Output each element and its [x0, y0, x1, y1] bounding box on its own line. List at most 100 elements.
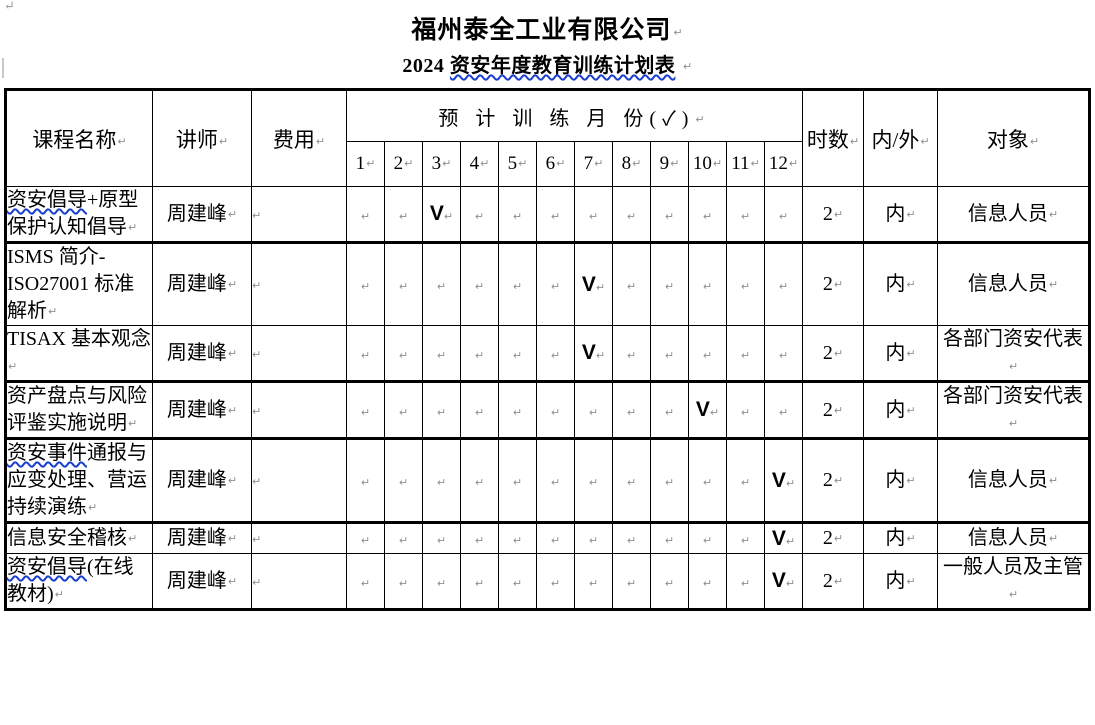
cell-month-8[interactable]: ↵: [612, 325, 651, 382]
cell-month-6[interactable]: ↵: [536, 380, 575, 439]
paragraph-mark-icon: ↵: [360, 576, 371, 590]
cell-month-10[interactable]: ↵: [688, 241, 727, 326]
paragraph-mark-icon: ↵: [474, 576, 485, 590]
cell-month-8[interactable]: ↵: [612, 186, 651, 243]
cell-month-10[interactable]: ↵: [688, 437, 727, 523]
cell-month-10[interactable]: ↵: [688, 521, 727, 554]
cell-month-7[interactable]: ↵: [574, 186, 613, 243]
cell-month-2[interactable]: ↵: [384, 325, 423, 382]
cell-month-9[interactable]: ↵: [650, 553, 689, 610]
cell-month-11[interactable]: ↵: [726, 186, 765, 243]
cell-month-9[interactable]: ↵: [650, 521, 689, 554]
cell-month-1[interactable]: ↵: [346, 521, 385, 554]
cell-month-9[interactable]: ↵: [650, 380, 689, 439]
cell-month-1[interactable]: ↵: [346, 241, 385, 326]
cell-month-10[interactable]: V↵: [688, 380, 727, 439]
cell-month-4[interactable]: ↵: [460, 186, 499, 243]
cell-month-6[interactable]: ↵: [536, 186, 575, 243]
cell-month-7[interactable]: V↵: [574, 325, 613, 382]
cell-month-10[interactable]: ↵: [688, 186, 727, 243]
cell-month-6[interactable]: ↵: [536, 241, 575, 326]
hours-value: 2: [822, 398, 833, 421]
cell-month-11[interactable]: ↵: [726, 325, 765, 382]
cell-month-5[interactable]: ↵: [498, 380, 537, 439]
cell-month-9[interactable]: ↵: [650, 241, 689, 326]
cell-month-6[interactable]: ↵: [536, 437, 575, 523]
cell-month-2[interactable]: ↵: [384, 521, 423, 554]
cell-month-4[interactable]: ↵: [460, 553, 499, 610]
paragraph-mark-icon: ↵: [227, 532, 238, 545]
paragraph-mark-icon: ↵: [474, 476, 485, 489]
cell-month-11[interactable]: ↵: [726, 241, 765, 326]
cell-month-12[interactable]: ↵: [763, 186, 804, 243]
cell-month-1[interactable]: ↵: [346, 437, 385, 523]
check-mark: V: [581, 272, 596, 296]
cell-month-8[interactable]: ↵: [612, 241, 651, 326]
cell-month-9[interactable]: ↵: [650, 437, 689, 523]
cell-month-12[interactable]: ↵: [763, 241, 804, 326]
cell-month-5[interactable]: ↵: [498, 186, 537, 243]
paragraph-mark-icon: ↵: [833, 532, 844, 545]
cell-month-6[interactable]: ↵: [536, 325, 575, 382]
cell-month-1[interactable]: ↵: [346, 553, 385, 610]
cell-month-3[interactable]: ↵: [422, 437, 461, 523]
paragraph-mark-icon: ↵: [1029, 134, 1040, 148]
cell-month-12[interactable]: ↵: [763, 380, 804, 439]
cell-month-3[interactable]: ↵: [422, 241, 461, 326]
cell-month-9[interactable]: ↵: [650, 325, 689, 382]
cell-inout: 内↵: [863, 241, 939, 326]
table-row: 资安倡导(在线教材)↵ 周建峰↵ ↵ ↵ ↵ ↵ ↵ ↵ ↵ ↵ ↵ ↵ ↵ ↵ V↵ 2↵ 内↵ 一般人员及主管…: [5, 553, 1091, 610]
cell-month-5[interactable]: ↵: [498, 241, 537, 326]
cell-hours: 2↵: [802, 437, 865, 523]
cell-month-3[interactable]: ↵: [422, 553, 461, 610]
cell-month-7[interactable]: ↵: [574, 380, 613, 439]
paragraph-mark-icon: ↵: [673, 26, 684, 39]
cell-month-7[interactable]: ↵: [574, 521, 613, 554]
cell-month-6[interactable]: ↵: [536, 553, 575, 610]
cell-month-10[interactable]: ↵: [688, 325, 727, 382]
cell-month-8[interactable]: ↵: [612, 521, 651, 554]
cell-month-11[interactable]: ↵: [726, 553, 765, 610]
paragraph-mark-icon: ↵: [833, 346, 844, 360]
cell-month-2[interactable]: ↵: [384, 241, 423, 326]
cell-month-7[interactable]: ↵: [574, 553, 613, 610]
cell-month-7[interactable]: ↵: [574, 437, 613, 523]
cell-month-10[interactable]: ↵: [688, 553, 727, 610]
cell-month-5[interactable]: ↵: [498, 325, 537, 382]
cell-month-3[interactable]: ↵: [422, 325, 461, 382]
cell-month-4[interactable]: ↵: [460, 521, 499, 554]
cell-month-12[interactable]: V↵: [763, 521, 804, 554]
cell-target: 一般人员及主管 ↵: [937, 553, 1091, 610]
cell-month-2[interactable]: ↵: [384, 553, 423, 610]
cell-month-3[interactable]: ↵: [422, 380, 461, 439]
cell-month-4[interactable]: ↵: [460, 437, 499, 523]
cell-month-7[interactable]: V↵: [574, 241, 613, 326]
cell-month-8[interactable]: ↵: [612, 553, 651, 610]
cell-month-2[interactable]: ↵: [384, 380, 423, 439]
cell-month-9[interactable]: ↵: [650, 186, 689, 243]
cell-month-5[interactable]: ↵: [498, 553, 537, 610]
cell-month-3[interactable]: V↵: [422, 186, 461, 243]
cell-month-8[interactable]: ↵: [612, 437, 651, 523]
course-name-wavy-part: 资安事件: [7, 442, 87, 464]
cell-month-1[interactable]: ↵: [346, 186, 385, 243]
cell-month-12[interactable]: ↵: [763, 325, 804, 382]
cell-month-1[interactable]: ↵: [346, 380, 385, 439]
cell-month-3[interactable]: ↵: [422, 521, 461, 554]
cell-month-11[interactable]: ↵: [726, 437, 765, 523]
cell-month-8[interactable]: ↵: [612, 380, 651, 439]
cell-month-12[interactable]: V↵: [763, 553, 804, 610]
cell-month-5[interactable]: ↵: [498, 521, 537, 554]
cell-month-1[interactable]: ↵: [346, 325, 385, 382]
cell-month-6[interactable]: ↵: [536, 521, 575, 554]
cell-month-4[interactable]: ↵: [460, 241, 499, 326]
cell-month-2[interactable]: ↵: [384, 186, 423, 243]
cell-month-12[interactable]: V↵: [763, 437, 804, 523]
cell-month-11[interactable]: ↵: [726, 521, 765, 554]
paragraph-mark-icon: ↵: [252, 279, 262, 292]
cell-month-5[interactable]: ↵: [498, 437, 537, 523]
cell-month-2[interactable]: ↵: [384, 437, 423, 523]
cell-month-11[interactable]: ↵: [726, 380, 765, 439]
cell-month-4[interactable]: ↵: [460, 325, 499, 382]
cell-month-4[interactable]: ↵: [460, 380, 499, 439]
